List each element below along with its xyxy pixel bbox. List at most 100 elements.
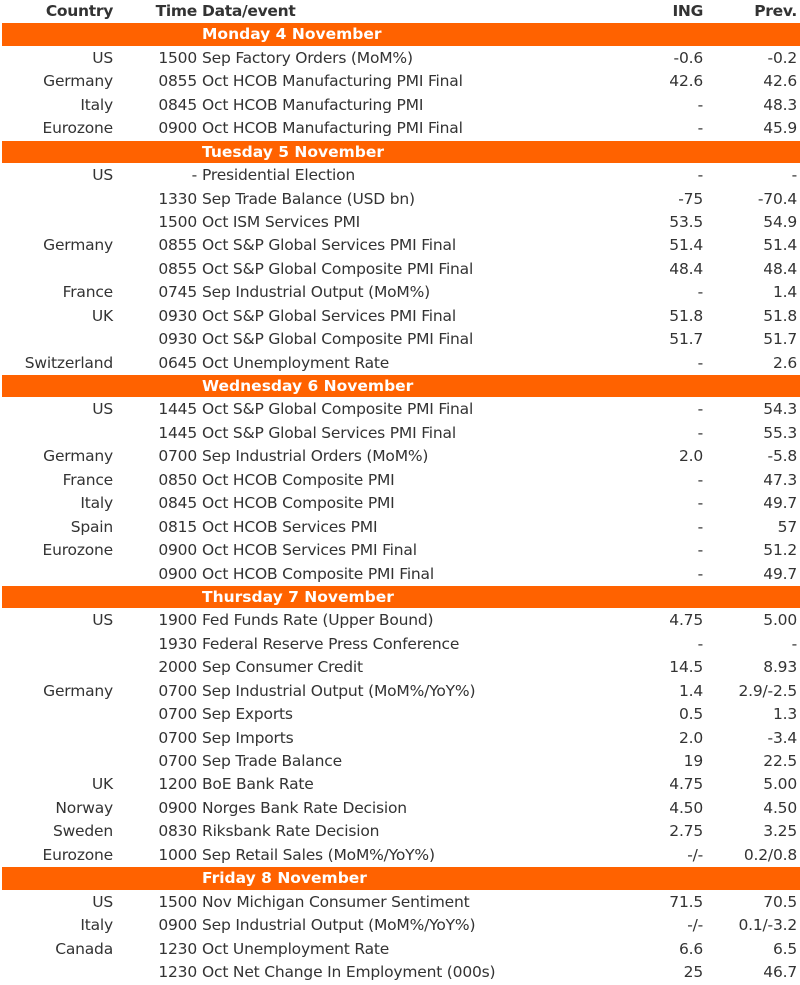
table-row: UK 0930 Oct S&P Global Services PMI Final 5… bbox=[0, 305, 800, 328]
table-row: Sweden 0830 Riksbank Rate Decision 2.75 3.25 bbox=[0, 820, 800, 843]
previous-cell: 5.00 bbox=[763, 775, 797, 794]
previous-cell: 4.50 bbox=[763, 798, 797, 817]
event-cell: Oct HCOB Manufacturing PMI Final bbox=[202, 119, 463, 138]
table-row: France 0850 Oct HCOB Composite PMI - 47.3 bbox=[0, 469, 800, 492]
ing-forecast-cell: - bbox=[697, 119, 704, 138]
previous-cell: 8.93 bbox=[763, 658, 797, 677]
event-cell: Sep Trade Balance (USD bn) bbox=[202, 189, 415, 208]
previous-cell: 42.6 bbox=[763, 72, 797, 91]
ing-forecast-cell: -75 bbox=[678, 189, 703, 208]
day-label: Monday 4 November bbox=[202, 25, 382, 44]
country-cell: US bbox=[92, 611, 113, 630]
country-cell: US bbox=[92, 48, 113, 67]
country-cell: Italy bbox=[80, 494, 113, 513]
country-cell: Eurozone bbox=[42, 119, 113, 138]
time-cell: 1500 bbox=[158, 212, 197, 231]
event-cell: Oct HCOB Composite PMI Final bbox=[202, 564, 434, 583]
previous-cell: 49.7 bbox=[763, 494, 797, 513]
country-cell: Switzerland bbox=[24, 353, 113, 372]
event-cell: Riksbank Rate Decision bbox=[202, 822, 380, 841]
event-cell: Sep Exports bbox=[202, 705, 293, 724]
ing-forecast-cell: 51.8 bbox=[669, 306, 703, 325]
ing-forecast-cell: 4.75 bbox=[669, 775, 703, 794]
time-cell: 1500 bbox=[158, 48, 197, 67]
table-row: US - Presidential Election - - bbox=[0, 164, 800, 187]
country-cell: Spain bbox=[70, 517, 114, 536]
ing-forecast-cell: - bbox=[697, 283, 704, 302]
ing-forecast-cell: -/- bbox=[687, 845, 703, 864]
event-cell: Sep Retail Sales (MoM%/YoY%) bbox=[202, 845, 435, 864]
ing-forecast-cell: - bbox=[697, 634, 704, 653]
previous-cell: 5.00 bbox=[763, 611, 797, 630]
event-cell: Oct S&P Global Composite PMI Final bbox=[202, 259, 474, 278]
table-row: 0900 Oct HCOB Composite PMI Final - 49.7 bbox=[0, 563, 800, 586]
header-ing: ING bbox=[672, 2, 703, 20]
table-row: 2000 Sep Consumer Credit 14.5 8.93 bbox=[0, 656, 800, 679]
event-cell: Oct HCOB Manufacturing PMI Final bbox=[202, 72, 463, 91]
ing-forecast-cell: 6.6 bbox=[678, 939, 703, 958]
country-cell: Italy bbox=[80, 916, 113, 935]
time-cell: 0900 bbox=[158, 564, 197, 583]
previous-cell: -70.4 bbox=[757, 189, 797, 208]
table-row: Italy 0845 Oct HCOB Composite PMI - 49.7 bbox=[0, 492, 800, 515]
ing-forecast-cell: 42.6 bbox=[669, 72, 703, 91]
previous-cell: 46.7 bbox=[763, 962, 797, 981]
day-header-row: Friday 8 November bbox=[2, 867, 800, 891]
header-prev: Prev. bbox=[754, 2, 797, 20]
event-cell: Oct S&P Global Services PMI Final bbox=[202, 423, 456, 442]
ing-forecast-cell: - bbox=[697, 541, 704, 560]
table-row: Italy 0845 Oct HCOB Manufacturing PMI - 48.3 bbox=[0, 94, 800, 117]
table-row: Germany 0700 Sep Industrial Output (MoM%/Y… bbox=[0, 680, 800, 703]
table-row: US 1500 Sep Factory Orders (MoM%) -0.6 -0.2 bbox=[0, 47, 800, 70]
table-body: Monday 4 November US 1500 Sep Factory Order… bbox=[0, 23, 800, 984]
event-cell: Oct HCOB Composite PMI bbox=[202, 470, 395, 489]
previous-cell: 54.9 bbox=[763, 212, 797, 231]
table-row: Norway 0900 Norges Bank Rate Decision 4.50 4… bbox=[0, 797, 800, 820]
table-row: 1330 Sep Trade Balance (USD bn) -75 -70.4 bbox=[0, 188, 800, 211]
time-cell: 0700 bbox=[158, 752, 197, 770]
event-cell: Oct ISM Services PMI bbox=[202, 212, 361, 231]
time-cell: 0850 bbox=[158, 470, 197, 489]
event-cell: BoE Bank Rate bbox=[202, 775, 314, 794]
previous-cell: 1.3 bbox=[772, 705, 797, 724]
country-cell: US bbox=[92, 400, 113, 419]
table-row: UK 1200 BoE Bank Rate 4.75 5.00 bbox=[0, 773, 800, 796]
event-cell: Oct S&P Global Services PMI Final bbox=[202, 236, 456, 255]
event-cell: Sep Industrial Output (MoM%/YoY%) bbox=[202, 681, 476, 700]
time-cell: 0855 bbox=[158, 259, 197, 278]
country-cell: US bbox=[92, 166, 113, 185]
ing-forecast-cell: 51.7 bbox=[669, 330, 703, 349]
previous-cell: 45.9 bbox=[763, 119, 797, 138]
table-row: 0930 Oct S&P Global Composite PMI Final 51… bbox=[0, 328, 800, 351]
event-cell: Nov Michigan Consumer Sentiment bbox=[202, 892, 470, 911]
country-cell: Italy bbox=[80, 95, 113, 114]
table-row: 0700 Sep Trade Balance 19 22.5 bbox=[0, 750, 800, 773]
header-row: Country Time Data/event ING Prev. bbox=[0, 0, 800, 23]
country-cell: Germany bbox=[43, 681, 113, 700]
previous-cell: 2.9/-2.5 bbox=[738, 681, 797, 700]
event-cell: Sep Industrial Output (MoM%/YoY%) bbox=[202, 916, 476, 935]
previous-cell: 22.5 bbox=[763, 752, 797, 770]
time-cell: 0645 bbox=[158, 353, 197, 372]
day-label: Friday 8 November bbox=[202, 869, 367, 888]
time-cell: 0900 bbox=[158, 541, 197, 560]
ing-forecast-cell: - bbox=[697, 494, 704, 513]
table-row: US 1500 Nov Michigan Consumer Sentiment 71.… bbox=[0, 891, 800, 914]
table-row: France 0745 Sep Industrial Output (MoM%) - 1… bbox=[0, 281, 800, 304]
event-cell: Sep Trade Balance bbox=[202, 752, 342, 770]
event-cell: Federal Reserve Press Conference bbox=[202, 634, 460, 653]
table-row: Germany 0855 Oct S&P Global Services PMI F… bbox=[0, 234, 800, 257]
table-row: 1230 Oct Net Change In Employment (000s) 2… bbox=[0, 961, 800, 984]
previous-cell: 51.7 bbox=[763, 330, 797, 349]
table-row: Canada 1230 Oct Unemployment Rate 6.6 6.5 bbox=[0, 938, 800, 961]
previous-cell: 48.4 bbox=[763, 259, 797, 278]
ing-forecast-cell: -0.6 bbox=[673, 48, 704, 67]
country-cell: Norway bbox=[55, 798, 113, 817]
country-cell: UK bbox=[91, 306, 113, 325]
country-cell: Eurozone bbox=[42, 541, 113, 560]
event-cell: Sep Industrial Orders (MoM%) bbox=[202, 447, 429, 466]
time-cell: 0900 bbox=[158, 916, 197, 935]
previous-cell: -0.2 bbox=[767, 48, 798, 67]
day-header-row: Thursday 7 November bbox=[2, 585, 800, 610]
